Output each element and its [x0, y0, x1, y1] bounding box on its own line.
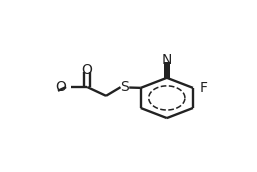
Text: F: F: [200, 80, 208, 95]
Text: S: S: [121, 80, 129, 94]
Text: O: O: [82, 63, 93, 77]
Text: O: O: [56, 80, 67, 94]
Text: N: N: [162, 53, 172, 67]
